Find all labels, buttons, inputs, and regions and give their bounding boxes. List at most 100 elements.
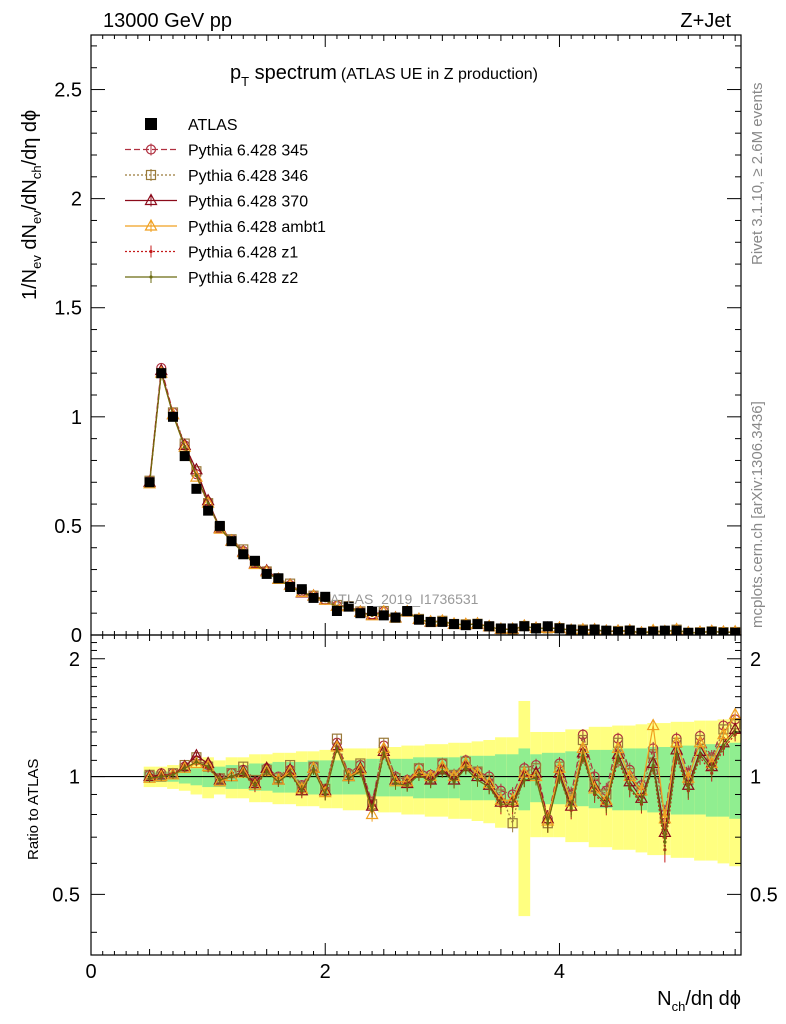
legend-marker-ambt1	[144, 218, 158, 231]
legend-entry-z1: Pythia 6.428 z1	[125, 245, 298, 262]
band-inner-bin	[436, 757, 449, 799]
ratio-point-z2	[569, 806, 573, 810]
y-tick-label: 2.5	[54, 80, 82, 102]
ratio-point-z2	[593, 790, 597, 795]
title-main-tail: spectrum	[249, 62, 337, 84]
title-main: p	[230, 62, 241, 84]
ratio-point-z2	[710, 768, 714, 772]
legend-entry-data: ATLAS	[145, 117, 238, 134]
ratio-y-tick-label-right: 0.5	[750, 884, 778, 906]
ratio-point-z2	[429, 780, 433, 784]
ratio-point-z2	[604, 802, 608, 806]
atlas-data-point	[156, 368, 167, 379]
ratio-point-z2	[616, 755, 620, 759]
ratio-point-ambt1	[365, 807, 379, 820]
atlas-data-point	[343, 601, 354, 612]
band-inner-bin	[612, 748, 624, 811]
ratio-point-z2	[159, 774, 163, 779]
ratio-point-z2	[511, 802, 515, 806]
ratio-point-z2	[300, 789, 304, 793]
ratio-series	[143, 707, 741, 863]
band-inner-bin	[307, 760, 320, 795]
ratio-point-z2	[323, 792, 327, 797]
atlas-data-point	[484, 621, 495, 632]
legend-label: ATLAS	[188, 117, 238, 134]
band-inner-bin	[506, 754, 519, 803]
atlas-data-point	[531, 623, 542, 634]
ratio-point-z2	[639, 800, 644, 804]
legend-label: Pythia 6.428 z1	[188, 245, 298, 262]
band-inner-bin	[717, 744, 730, 817]
legend-marker-p370	[144, 193, 158, 206]
x-tick-label: 4	[554, 961, 565, 983]
atlas-data-point	[249, 555, 260, 566]
ratio-point-z2	[499, 802, 503, 806]
atlas-data-point	[167, 411, 178, 422]
band-inner-bin	[729, 742, 741, 819]
ratio-y-axis-label: Ratio to ATLAS	[25, 759, 42, 860]
ratio-series-z2	[147, 725, 737, 855]
ratio-point-z2	[522, 778, 526, 782]
atlas-data-point	[449, 619, 460, 630]
ratio-y-tick-label-left: 2	[69, 649, 80, 671]
analysis-watermark: ATLAS_2019_I1736531	[330, 591, 479, 607]
atlas-data-point	[402, 606, 413, 616]
band-inner-bin	[295, 761, 308, 793]
ratio-point-z2	[487, 785, 491, 789]
atlas-data-point	[589, 624, 600, 635]
ratio-point-z2	[534, 776, 538, 780]
main-point-z2	[194, 474, 199, 478]
ratio-point-z2	[440, 769, 444, 774]
ratio-point-z2	[276, 780, 280, 784]
atlas-data-point	[144, 477, 155, 488]
atlas-data-point	[273, 573, 284, 584]
atlas-data-point	[472, 619, 483, 630]
ratio-point-z2	[183, 766, 187, 770]
atlas-data-point	[355, 608, 366, 619]
ratio-point-z2	[393, 781, 398, 786]
band-inner-bin	[366, 758, 378, 797]
y-tick-label: 1.5	[54, 298, 82, 320]
ratio-point-z2	[288, 771, 292, 775]
energy-label: 13000 GeV pp	[103, 10, 232, 32]
legend-entry-p345: Pythia 6.428 345	[125, 143, 308, 160]
ratio-point-z2	[253, 783, 257, 787]
legend-label: Pythia 6.428 ambt1	[188, 219, 326, 236]
x-tick-label: 2	[320, 961, 331, 983]
ratio-point-z2	[335, 746, 339, 751]
ratio-point-z2	[382, 751, 386, 755]
ratio-point-ambt1	[670, 735, 684, 748]
ratio-point-z2	[452, 780, 456, 784]
x-axis-label: Nch/dη dϕ	[657, 988, 741, 1014]
atlas-data-point	[214, 520, 225, 531]
atlas-data-point	[659, 625, 670, 635]
ratio-point-z2	[674, 752, 679, 756]
ratio-point-z2	[241, 771, 245, 775]
atlas-data-point	[238, 549, 249, 560]
band-inner-bin	[541, 752, 554, 805]
atlas-data-point	[378, 610, 389, 621]
ratio-point-z2	[663, 840, 667, 844]
atlas-data-point	[566, 624, 577, 635]
legend-entry-p370: Pythia 6.428 370	[125, 193, 308, 211]
band-inner-bin	[659, 747, 671, 813]
ratio-point-z2	[651, 763, 655, 767]
atlas-data-point	[601, 625, 612, 635]
atlas-data-point	[285, 582, 296, 592]
y-tick-label: 2	[71, 189, 82, 211]
ratio-y-tick-label-right: 2	[750, 649, 761, 671]
process-label: Z+Jet	[680, 10, 731, 32]
legend-label: Pythia 6.428 345	[188, 143, 308, 160]
ratio-point-z2	[171, 773, 175, 777]
atlas-data-point	[542, 621, 553, 632]
plot-title: pT spectrum (ATLAS UE in Z production)	[230, 62, 538, 89]
ratio-point-z2	[557, 774, 562, 779]
ratio-point-z2	[464, 766, 468, 770]
main-point-z2	[206, 501, 210, 505]
ratio-point-z2	[194, 760, 199, 764]
ratio-point-z2	[358, 769, 362, 774]
axes-frames: 0 2 400.511.522.50.5 0.51 12 2	[52, 34, 778, 983]
band-inner-bin	[495, 754, 507, 803]
atlas-data-point	[648, 626, 659, 635]
